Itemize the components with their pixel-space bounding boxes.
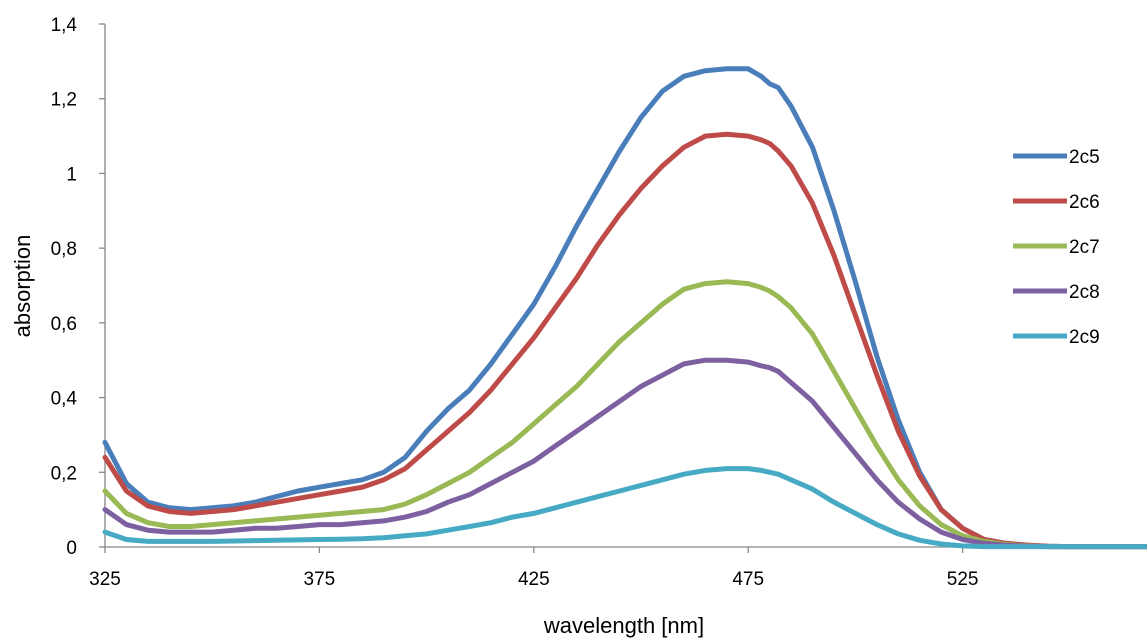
- y-tick-label: 0,8: [51, 239, 77, 260]
- x-axis-title: wavelength [nm]: [543, 613, 704, 638]
- y-tick-label: 1,2: [51, 90, 77, 111]
- series-line-2c5: [102, 66, 1147, 550]
- legend-label-2c7: 2c7: [1069, 237, 1100, 258]
- series-layer: [102, 66, 1147, 550]
- y-tick-label: 0,6: [51, 314, 77, 335]
- legend-label-2c9: 2c9: [1069, 327, 1100, 348]
- series-line-2c9: [102, 466, 1147, 550]
- x-tick-label: 475: [732, 569, 764, 590]
- legend-label-2c8: 2c8: [1069, 282, 1100, 303]
- x-tick-label: 425: [518, 569, 550, 590]
- legend-label-2c5: 2c5: [1069, 147, 1100, 168]
- y-axis-title: absorption: [10, 235, 35, 338]
- y-tick-label: 0,4: [51, 389, 78, 410]
- y-tick-label: 0: [66, 538, 77, 559]
- series-line-2c7: [102, 279, 1147, 550]
- series-line-2c6: [102, 131, 1147, 550]
- x-tick-label: 325: [89, 569, 121, 590]
- series-line-2c8: [102, 357, 1147, 550]
- x-tick-label: 375: [304, 569, 336, 590]
- legend: 2c5 2c6 2c7 2c8 2c9: [1013, 147, 1100, 348]
- x-tick-label: 525: [947, 569, 979, 590]
- y-tick-label: 0,2: [51, 463, 77, 484]
- y-tick-label: 1: [66, 164, 77, 185]
- y-tick-label: 1,4: [51, 15, 78, 36]
- axes: 0 0,2 0,4 0,6 0,8 1 1,2 1,4 325 375 425 475 525: [51, 15, 1147, 590]
- legend-label-2c6: 2c6: [1069, 192, 1100, 213]
